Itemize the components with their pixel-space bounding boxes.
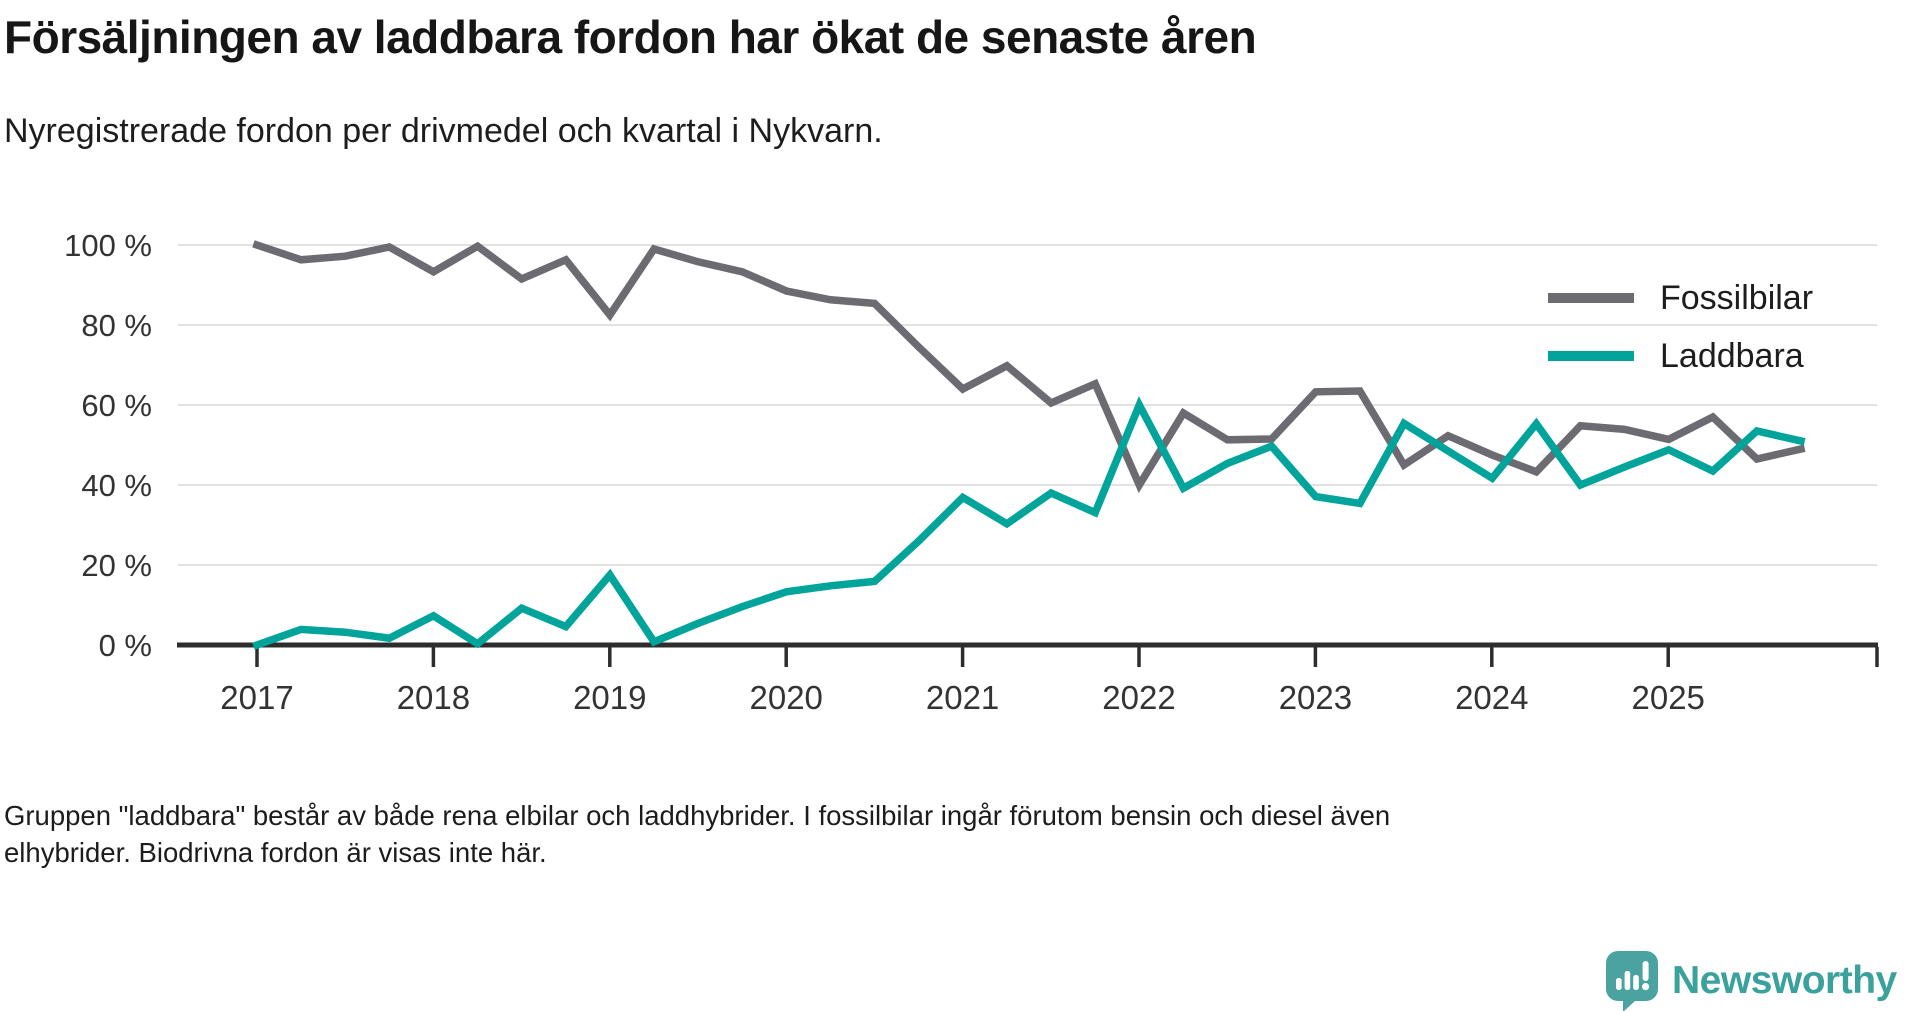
- legend-label: Fossilbilar: [1660, 278, 1814, 317]
- x-axis-label-2019: 2019: [573, 679, 646, 716]
- page-subtitle: Nyregistrerade fordon per drivmedel och …: [4, 112, 883, 150]
- legend-label: Laddbara: [1660, 336, 1804, 375]
- x-axis-label-2020: 2020: [749, 679, 822, 716]
- laddbara-line-swatch: [1548, 351, 1634, 361]
- chart-legend: Fossilbilar Laddbara: [1548, 276, 1813, 378]
- newsworthy-logo-text: Newsworthy: [1672, 959, 1897, 1002]
- y-axis-label-80: 80 %: [81, 308, 152, 343]
- fossilbilar-line-swatch: [1548, 293, 1634, 303]
- series-line-laddbara: [252, 396, 1806, 650]
- y-axis-label-60: 60 %: [81, 388, 152, 423]
- x-axis-label-2017: 2017: [220, 679, 293, 716]
- series-line-fossilbilar: [252, 240, 1806, 494]
- legend-item-laddbara: Laddbara: [1548, 334, 1813, 378]
- y-axis-label-40: 40 %: [81, 468, 152, 503]
- x-axis-label-2018: 2018: [397, 679, 470, 716]
- y-axis-label-0: 0 %: [99, 628, 152, 663]
- y-axis-label-100: 100 %: [64, 228, 152, 263]
- bar-chart-speech-bubble-icon: [1606, 951, 1658, 1011]
- x-axis-label-2021: 2021: [926, 679, 999, 716]
- y-axis-label-20: 20 %: [81, 548, 152, 583]
- newsworthy-branding: Newsworthy: [1606, 951, 1897, 1011]
- x-axis-label-2024: 2024: [1455, 679, 1528, 716]
- x-axis-label-2022: 2022: [1102, 679, 1175, 716]
- x-axis-label-2025: 2025: [1631, 679, 1704, 716]
- chart-footnote: Gruppen "laddbara" består av både rena e…: [4, 798, 1834, 871]
- footnote-line: elhybrider. Biodrivna fordon är visas in…: [4, 836, 547, 868]
- page-title: Försäljningen av laddbara fordon har öka…: [4, 11, 1257, 63]
- footnote-line: Gruppen "laddbara" består av både rena e…: [4, 800, 1391, 831]
- legend-item-fossilbilar: Fossilbilar: [1548, 276, 1813, 320]
- x-axis-label-2023: 2023: [1279, 679, 1352, 716]
